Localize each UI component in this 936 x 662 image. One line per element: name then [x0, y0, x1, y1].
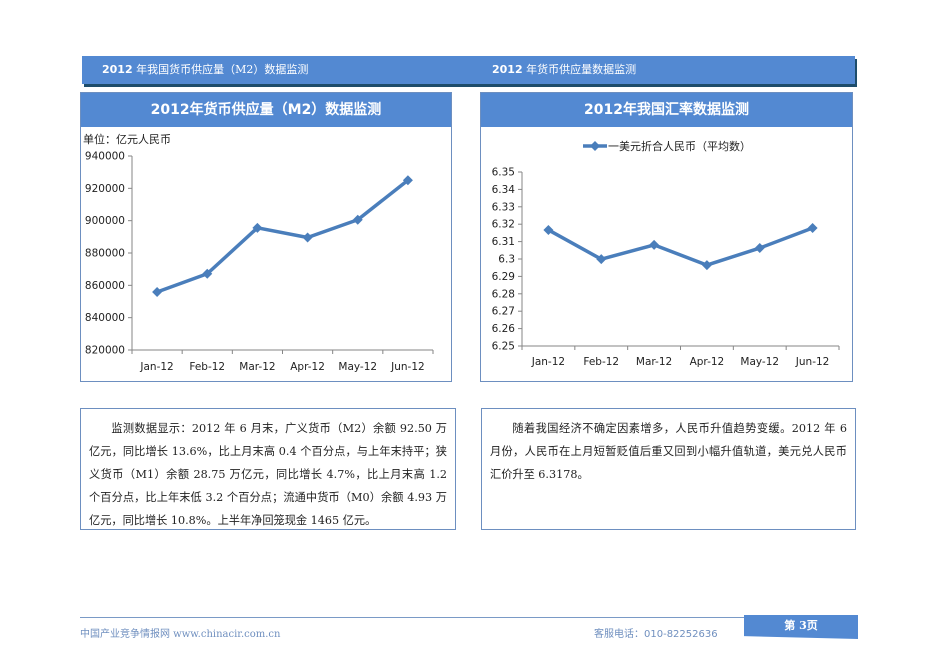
svg-text:Jan-12: Jan-12 [139, 361, 173, 373]
svg-text:Mar-12: Mar-12 [239, 361, 275, 373]
svg-text:Jan-12: Jan-12 [531, 356, 565, 368]
footer-divider [80, 617, 856, 618]
svg-text:6.25: 6.25 [492, 341, 515, 353]
fx-chart-panel: 2012年我国汇率数据监测 6.25 6.26 6.27 6.28 6.29 6.3 6.3… [480, 92, 853, 382]
svg-text:6.31: 6.31 [492, 236, 515, 248]
svg-text:6.35: 6.35 [492, 167, 515, 179]
page-header-left: 2012 年我国货币供应量（M2）数据监测 [82, 56, 474, 84]
svg-text:6.34: 6.34 [492, 184, 516, 196]
svg-text:900000: 900000 [85, 215, 125, 227]
m2-chart-panel: 2012年货币供应量（M2）数据监测 单位：亿元人民币 820000 840000… [80, 92, 452, 382]
svg-text:Apr-12: Apr-12 [290, 361, 325, 373]
svg-text:880000: 880000 [85, 248, 125, 260]
svg-text:Jun-12: Jun-12 [390, 361, 425, 373]
header-left-year: 2012 [102, 63, 133, 76]
footer-phone: 客服电话：010-82252636 [594, 625, 718, 640]
fx-chart-title: 2012年我国汇率数据监测 [481, 93, 852, 127]
svg-text:6.3: 6.3 [498, 254, 515, 266]
svg-text:May-12: May-12 [740, 356, 779, 368]
m2-line-chart: 820000 840000 860000 880000 900000 920000 9400… [85, 151, 434, 373]
svg-text:6.27: 6.27 [492, 306, 515, 318]
svg-text:Jun-12: Jun-12 [795, 356, 830, 368]
svg-text:Feb-12: Feb-12 [189, 361, 225, 373]
svg-text:940000: 940000 [85, 151, 125, 163]
header-left-text: 年我国货币供应量（M2）数据监测 [132, 63, 309, 76]
svg-text:6.28: 6.28 [492, 288, 515, 300]
m2-summary-text: 监测数据显示：2012 年 6 月末，广义货币（M2）余额 92.50 万亿元，… [80, 408, 456, 530]
header-right-text: 年货币供应量数据监测 [522, 63, 637, 76]
header-right-year: 2012 [492, 63, 523, 76]
footer-phone-label: 客服电话： [594, 629, 644, 640]
svg-text:6.32: 6.32 [492, 219, 515, 231]
footer-site: 中国产业竞争情报网 www.chinacir.com.cn [80, 629, 281, 640]
svg-text:Mar-12: Mar-12 [636, 356, 672, 368]
svg-text:860000: 860000 [85, 280, 125, 292]
svg-text:840000: 840000 [85, 312, 125, 324]
fx-summary-text: 随着我国经济不确定因素增多，人民币升值趋势变缓。2012 年 6 月份，人民币在… [481, 408, 856, 530]
svg-text:6.26: 6.26 [492, 323, 516, 335]
svg-text:6.29: 6.29 [492, 271, 515, 283]
svg-text:May-12: May-12 [338, 361, 377, 373]
footer-phone-number: 010-82252636 [644, 629, 718, 640]
fx-legend-label: 一美元折合人民币（平均数） [608, 139, 751, 153]
svg-text:Apr-12: Apr-12 [690, 356, 725, 368]
m2-unit-label: 单位：亿元人民币 [83, 133, 171, 146]
svg-text:820000: 820000 [85, 345, 125, 357]
fx-line-chart: 6.25 6.26 6.27 6.28 6.29 6.3 6.31 6.32 6.33 6.34 6… [492, 139, 840, 368]
svg-text:Feb-12: Feb-12 [583, 356, 619, 368]
svg-text:6.33: 6.33 [492, 201, 515, 213]
svg-text:920000: 920000 [85, 183, 125, 195]
page-header-right: 2012 年货币供应量数据监测 [472, 56, 855, 84]
page-number-badge: 第 3页 [744, 615, 858, 639]
m2-chart-title: 2012年货币供应量（M2）数据监测 [81, 93, 451, 127]
